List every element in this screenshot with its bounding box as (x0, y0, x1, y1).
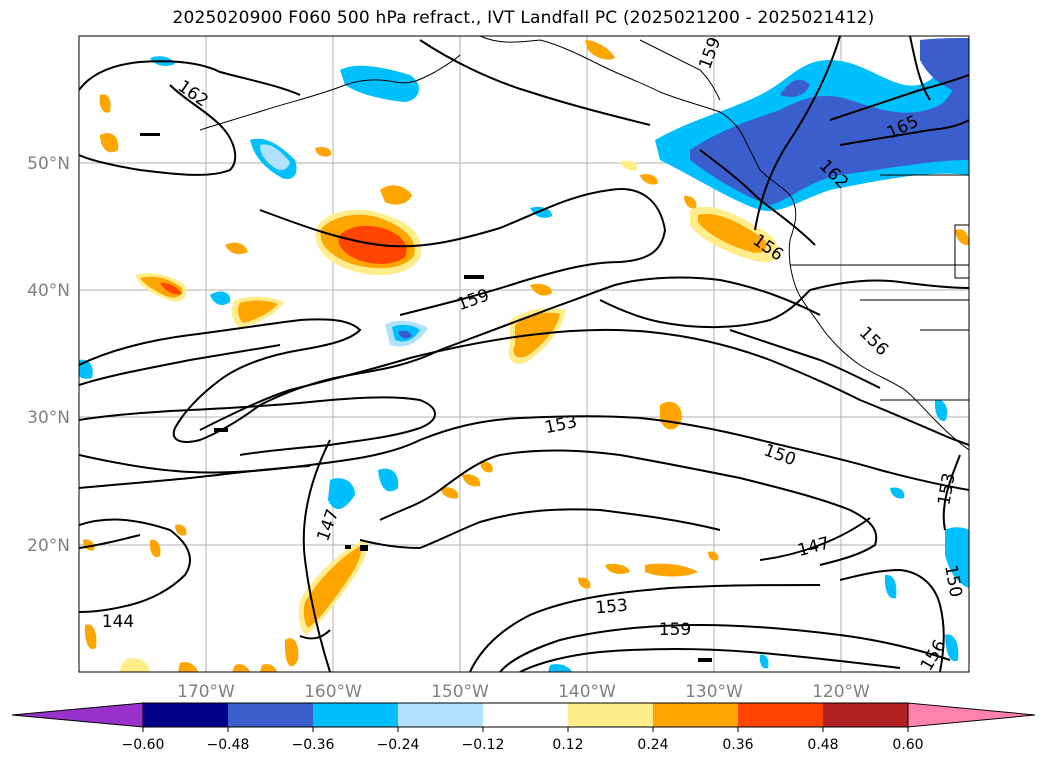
colorbar-segment (313, 703, 398, 727)
colorbar-segment (143, 703, 228, 727)
colorbar-tick-label: 0.36 (722, 737, 753, 753)
colorbar-segment (653, 703, 738, 727)
colorbar-segment (823, 703, 908, 727)
lon-label-130w: 130°W (685, 682, 743, 702)
lat-label-20n: 20°N (27, 536, 70, 556)
latitude-labels: 50°N 40°N 30°N 20°N (27, 154, 70, 556)
lon-label-150w: 150°W (431, 682, 489, 702)
lat-label-50n: 50°N (27, 154, 70, 174)
lat-label-30n: 30°N (27, 408, 70, 428)
longitude-labels: 170°W 160°W 150°W 140°W 130°W 120°W (177, 682, 870, 702)
contour-label: 159 (659, 620, 691, 640)
colorbar-tick-label: 0.60 (892, 737, 923, 753)
islands (140, 133, 712, 662)
colorbar-tick-label: 0.24 (637, 737, 668, 753)
colorbar-tick-label: −0.60 (122, 737, 165, 753)
colorbar-extend-low (11, 702, 144, 728)
colorbar-frame (142, 702, 909, 728)
lon-label-160w: 160°W (304, 682, 362, 702)
contour-label: 153 (595, 596, 629, 619)
coastlines (199, 36, 969, 451)
lon-label-120w: 120°W (812, 682, 870, 702)
lat-label-40n: 40°N (27, 281, 70, 301)
contour-lines (79, 36, 969, 672)
colorbar-tick-label: −0.24 (377, 737, 420, 753)
lon-label-140w: 140°W (558, 682, 616, 702)
colorbar-segment (228, 703, 313, 727)
colorbar-extend-high (907, 702, 1036, 728)
contour-label: 144 (102, 612, 134, 632)
colorbar-tick-label: 0.48 (807, 737, 838, 753)
colorbar-tick-label: 0.12 (552, 737, 583, 753)
map-title: 2025020900 F060 500 hPa refract., IVT La… (172, 8, 875, 28)
colorbar-tick-label: −0.48 (207, 737, 250, 753)
colorbar: −0.60 −0.48 −0.36 −0.24 −0.12 0.12 0.24 0.36 0.4… (11, 702, 1036, 753)
colorbar-segment (568, 703, 653, 727)
colorbar-segment (483, 703, 568, 727)
map-frame (78, 35, 970, 673)
colorbar-segment (398, 703, 483, 727)
colorbar-tick-label: −0.12 (462, 737, 505, 753)
colorbar-segment (738, 703, 823, 727)
lon-label-170w: 170°W (177, 682, 235, 702)
colorbar-tick-label: −0.36 (292, 737, 335, 753)
